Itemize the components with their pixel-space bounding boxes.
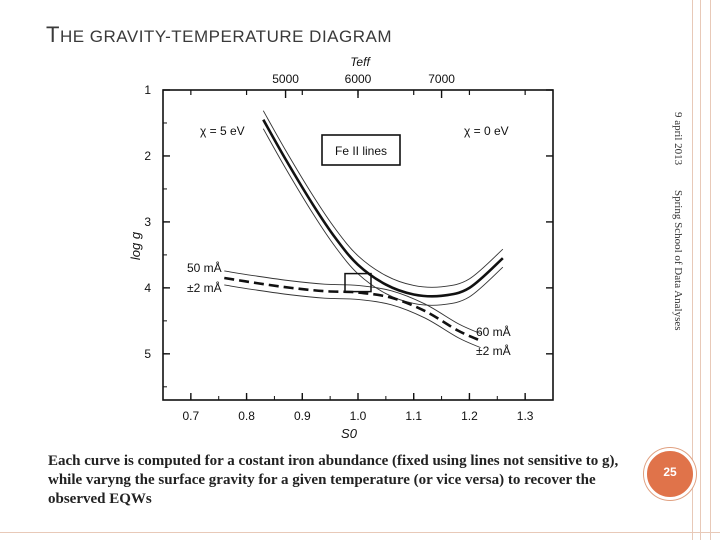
x-tick-label: 0.9 <box>294 409 311 423</box>
top-tick-label: 7000 <box>428 72 455 86</box>
annotation-right-err: ±2 mÅ <box>476 343 511 358</box>
decorative-rail-1 <box>692 0 693 540</box>
slide-caption: Each curve is computed for a costant iro… <box>48 453 619 507</box>
x-tick-label: 0.7 <box>183 409 200 423</box>
annotation-chi-left: χ = 5 eV <box>200 124 245 138</box>
x-tick-label: 1.1 <box>405 409 422 423</box>
y-axis-label: log g <box>128 231 143 260</box>
y-tick-label: 2 <box>144 149 151 163</box>
page-number: 25 <box>663 465 677 479</box>
series-line <box>224 276 482 342</box>
decorative-rail-bottom <box>0 532 720 533</box>
top-tick-label: 6000 <box>345 72 372 86</box>
series-error-upper <box>224 270 481 335</box>
x-tick-label: 1.2 <box>461 409 478 423</box>
intersection-box <box>344 272 372 293</box>
title-dash: - <box>165 27 172 46</box>
series-error-lower <box>224 284 481 349</box>
x-axis-label: S0 <box>341 426 358 441</box>
top-axis-label: Teff <box>350 55 371 69</box>
annotation-right-eqw: 60 mÅ <box>476 324 511 339</box>
x-tick-label: 0.8 <box>238 409 255 423</box>
x-tick-label: 1.0 <box>350 409 367 423</box>
slide-title: THE GRAVITY-TEMPERATURE DIAGRAM <box>46 22 392 48</box>
title-initial: T <box>46 22 60 47</box>
legend-box <box>321 134 401 166</box>
decorative-rail-3 <box>710 0 711 540</box>
legend-box-label: Fe II lines <box>335 144 387 158</box>
title-part-2: TEMPERATURE DIAGRAM <box>171 27 393 46</box>
y-tick-label: 5 <box>144 347 151 361</box>
y-tick-label: 1 <box>144 83 151 97</box>
title-part-1: HE GRAVITY <box>59 27 166 46</box>
series-error-upper <box>262 110 504 288</box>
annotation-left-eqw: 50 mÅ <box>187 260 222 275</box>
y-tick-label: 4 <box>144 281 151 295</box>
decorative-rail-2 <box>700 0 701 540</box>
annotation-left-err: ±2 mÅ <box>187 280 222 295</box>
top-tick-label: 5000 <box>272 72 299 86</box>
page-number-badge: 25 <box>644 448 696 500</box>
x-tick-label: 1.3 <box>517 409 534 423</box>
y-tick-label: 3 <box>144 215 151 229</box>
annotation-chi-right: χ = 0 eV <box>464 124 509 138</box>
